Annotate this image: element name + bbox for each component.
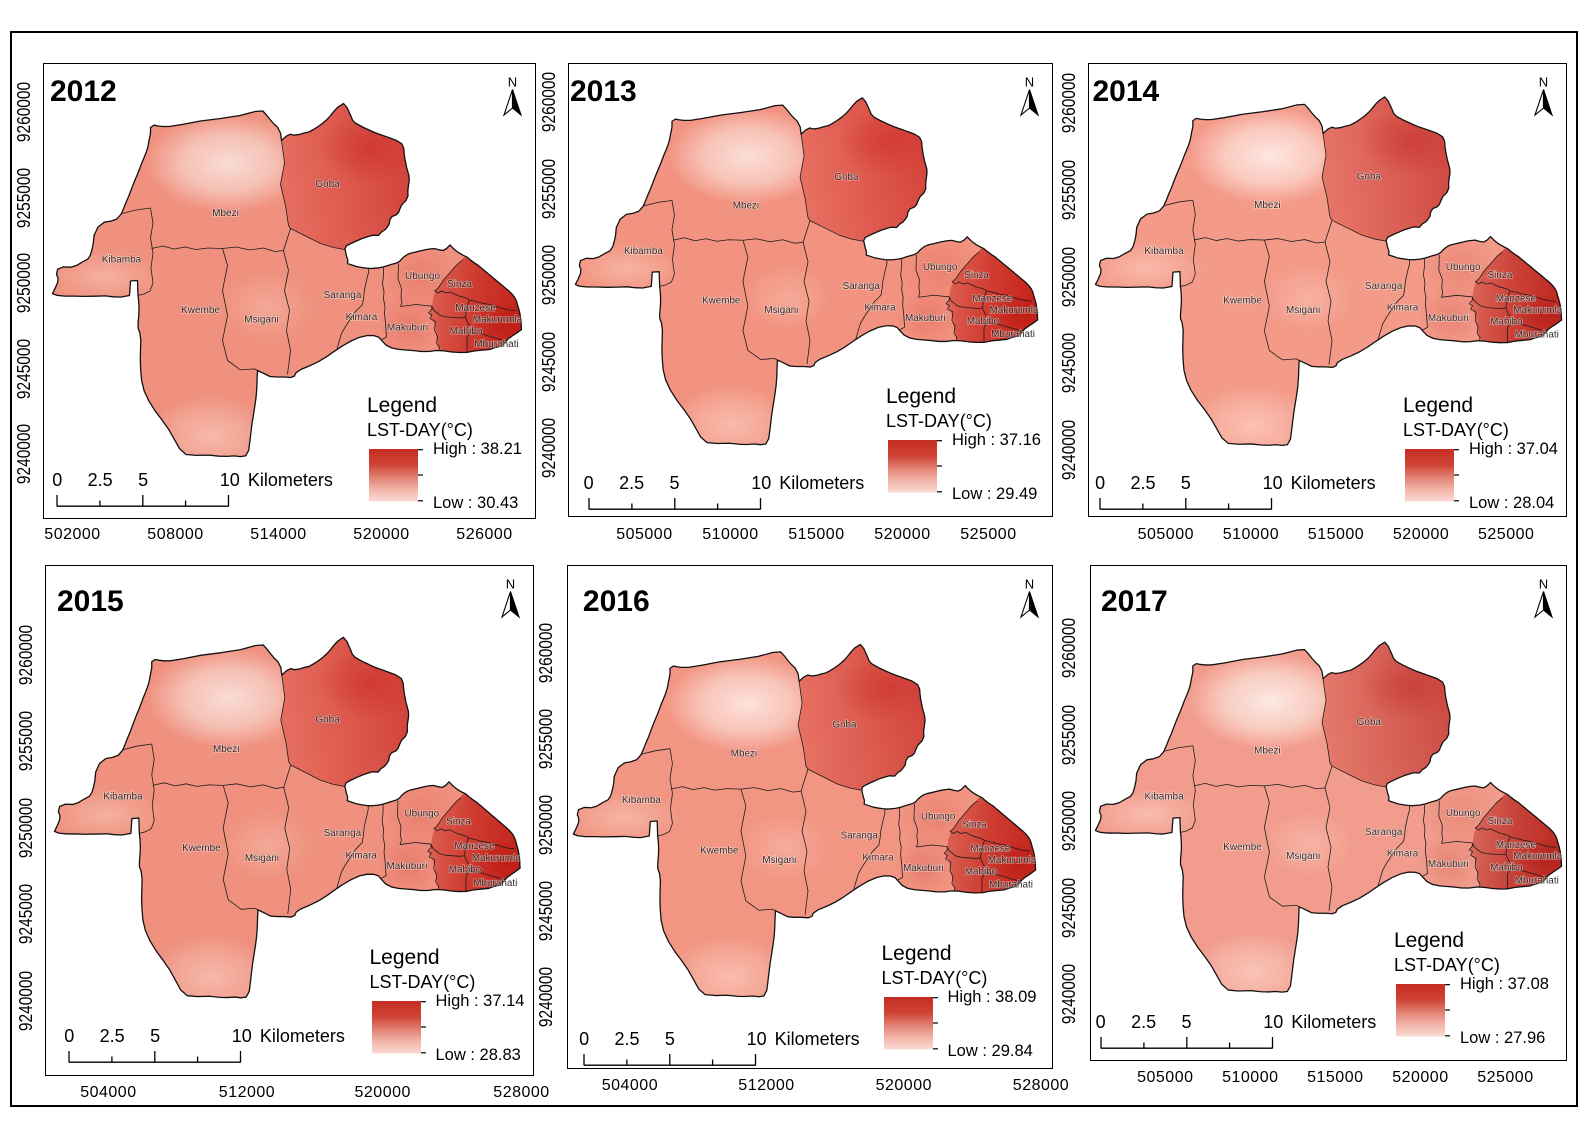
svg-text:N: N: [1539, 577, 1548, 592]
svg-text:N: N: [505, 577, 514, 592]
svg-text:N: N: [507, 75, 516, 90]
svg-text:N: N: [1024, 577, 1033, 592]
svg-text:N: N: [1539, 75, 1548, 90]
svg-text:N: N: [1025, 75, 1034, 90]
